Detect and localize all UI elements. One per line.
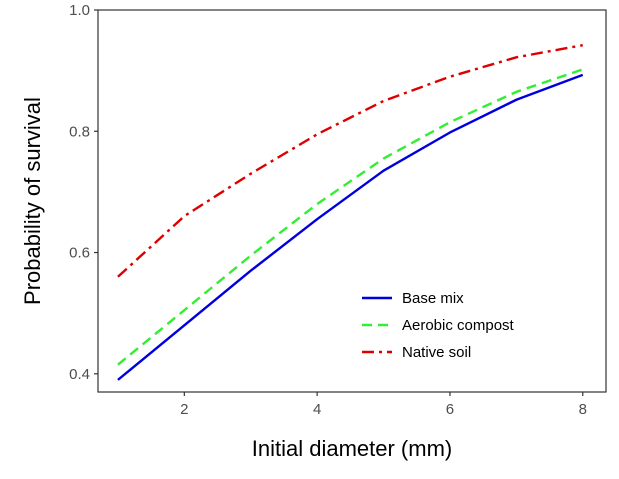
legend-label-2: Aerobic compost (402, 317, 515, 334)
x-axis-ticks: 2 4 6 8 (180, 392, 587, 418)
y-axis-title: Probability of survival (20, 97, 45, 305)
y-tick-label: 1.0 (69, 2, 90, 19)
y-tick-label: 0.6 (69, 245, 90, 262)
series-line-3 (117, 43, 583, 278)
legend-label-3: Native soil (402, 344, 471, 361)
x-axis-title: Initial diameter (mm) (252, 436, 452, 461)
y-axis-ticks: 0.4 0.6 0.8 1.0 (69, 2, 98, 383)
legend-label-1: Base mix (402, 290, 464, 307)
y-tick-label: 0.4 (69, 366, 90, 383)
series-lines (117, 43, 584, 381)
x-tick-label: 2 (180, 401, 188, 418)
x-tick-label: 6 (446, 401, 454, 418)
x-tick-label: 8 (579, 401, 587, 418)
plot-panel (97, 9, 607, 393)
y-tick-label: 0.8 (69, 123, 90, 140)
series-line-2 (117, 68, 584, 366)
x-tick-label: 4 (313, 401, 321, 418)
series-line-1 (117, 73, 584, 381)
legend: Base mix Aerobic compost Native soil (362, 290, 515, 361)
